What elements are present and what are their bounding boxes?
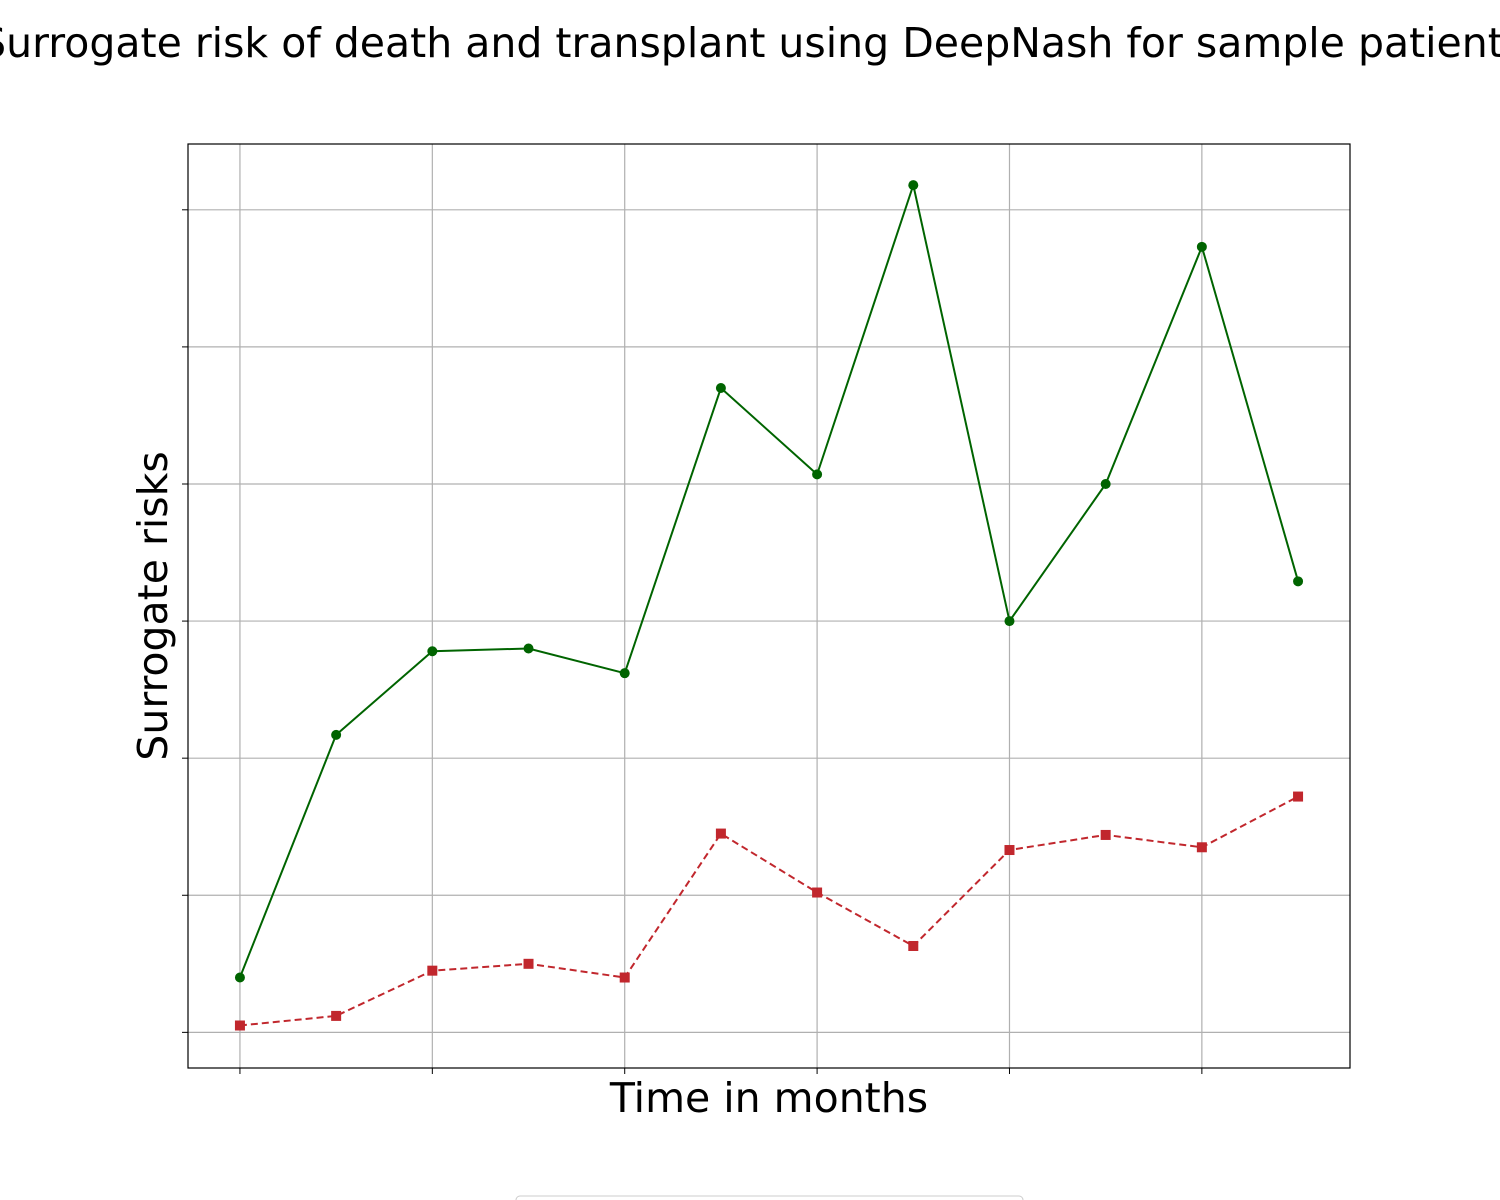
series-2-point: [1293, 791, 1304, 802]
series-2-point: [234, 1020, 245, 1031]
plot-frame: [187, 143, 1351, 1069]
series-1-point: [715, 383, 726, 394]
series-2-point: [427, 965, 438, 976]
series-2-point: [619, 972, 630, 983]
series-2-line: [239, 795, 1299, 1027]
series-2-point: [1004, 845, 1015, 856]
series-1-point: [812, 469, 823, 480]
series-1-point: [619, 668, 630, 679]
series-1-point: [234, 972, 245, 983]
series-2-point: [331, 1010, 342, 1021]
series-2-point: [1196, 842, 1207, 853]
series-1-point: [523, 643, 534, 654]
grid-layer: [188, 144, 1350, 1068]
series-layer: [234, 180, 1304, 1031]
series-1-point: [1196, 241, 1207, 252]
series-1-point: [1100, 478, 1111, 489]
series-2-point: [523, 958, 534, 969]
series-2-point: [908, 940, 919, 951]
chart-title: Surrogate risk of death and transplant u…: [0, 19, 1500, 67]
series-1-point: [908, 180, 919, 191]
series-1-point: [427, 646, 438, 657]
series-2-point: [715, 828, 726, 839]
series-1-point: [1004, 616, 1015, 627]
tick-layer: [182, 209, 1203, 1074]
series-2-point: [812, 887, 823, 898]
series-1-line: [238, 181, 1300, 978]
legend-box: [515, 1195, 1024, 1200]
series-1-point: [331, 729, 342, 740]
series-1-point: [1293, 576, 1304, 587]
x-axis-label: Time in months: [609, 1074, 928, 1122]
y-axis-label: Surrogate risks: [129, 451, 177, 760]
series-2-point: [1100, 829, 1111, 840]
